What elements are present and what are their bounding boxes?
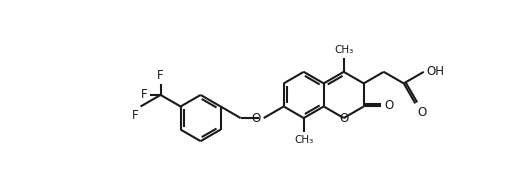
- Text: F: F: [140, 88, 147, 102]
- Text: F: F: [157, 69, 163, 82]
- Text: O: O: [338, 111, 348, 124]
- Text: O: O: [251, 112, 260, 125]
- Text: OH: OH: [425, 64, 443, 78]
- Text: O: O: [417, 106, 426, 119]
- Text: O: O: [384, 99, 393, 112]
- Text: CH₃: CH₃: [294, 135, 313, 145]
- Text: F: F: [131, 109, 138, 122]
- Text: CH₃: CH₃: [333, 45, 353, 55]
